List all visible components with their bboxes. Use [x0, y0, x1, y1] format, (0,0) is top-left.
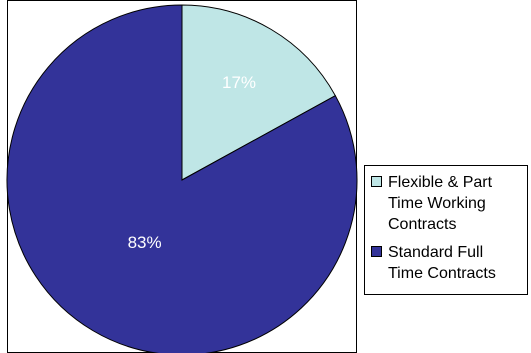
data-label-standard: 83% [128, 233, 162, 252]
pie-slices [6, 4, 358, 353]
legend: Flexible & Part Time Working Contracts S… [364, 165, 528, 295]
pie-slice-flexible [181, 4, 337, 181]
legend-label-flexible: Flexible & Part Time Working Contracts [388, 174, 493, 233]
legend-label-standard: Standard Full Time Contracts [388, 244, 496, 282]
legend-swatch-standard [371, 246, 382, 257]
pie-slice-standard [6, 4, 358, 353]
legend-swatch-flexible [371, 176, 382, 187]
data-label-flexible: 17% [222, 73, 256, 92]
pie-data-labels: 17% 83% [128, 73, 256, 252]
